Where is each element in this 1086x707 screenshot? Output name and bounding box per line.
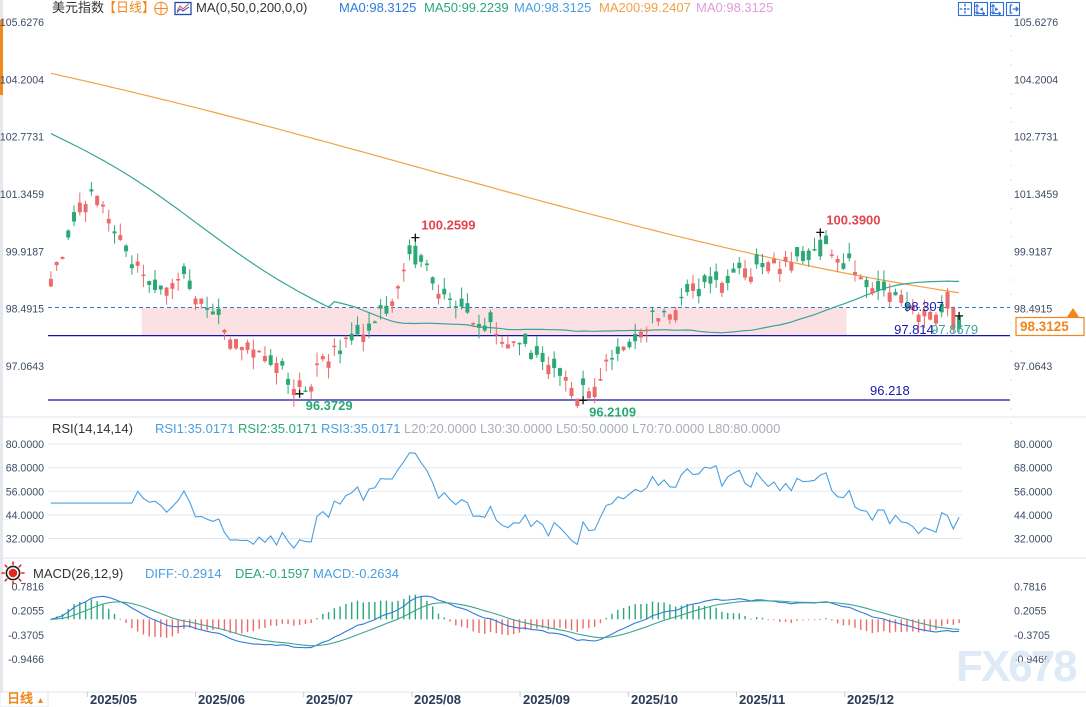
svg-text:102.7731: 102.7731 [0,132,44,144]
svg-text:L30:30.0000: L30:30.0000 [480,421,552,436]
svg-text:97.814: 97.814 [894,322,934,337]
svg-text:98.4915: 98.4915 [1014,304,1052,316]
svg-text:MACD:-0.2634: MACD:-0.2634 [313,566,399,581]
svg-text:DEA:-0.1597: DEA:-0.1597 [235,566,309,581]
svg-text:100.2599: 100.2599 [421,218,475,233]
svg-text:2025/09: 2025/09 [523,692,570,707]
svg-text:97.8679: 97.8679 [931,322,978,337]
svg-text:96.3729: 96.3729 [306,398,353,413]
svg-text:2025/07: 2025/07 [306,692,353,707]
svg-text:RSI2:35.0171: RSI2:35.0171 [238,421,318,436]
svg-text:-0.9466: -0.9466 [8,654,44,666]
svg-text:56.0000: 56.0000 [1014,486,1052,498]
svg-text:L80:80.0000: L80:80.0000 [708,421,780,436]
svg-text:FX678: FX678 [956,642,1077,691]
svg-text:56.0000: 56.0000 [6,486,44,498]
svg-text:68.0000: 68.0000 [1014,463,1052,475]
svg-text:0.7816: 0.7816 [1014,582,1047,594]
svg-text:104.2004: 104.2004 [0,74,44,86]
svg-text:L50:50.0000: L50:50.0000 [556,421,628,436]
svg-text:MA50:99.2239: MA50:99.2239 [424,0,509,15]
svg-text:101.3459: 101.3459 [1014,189,1058,201]
svg-text:【日线】: 【日线】 [103,0,155,15]
svg-text:0.7816: 0.7816 [12,582,45,594]
svg-text:MA0:98.3125: MA0:98.3125 [696,0,773,15]
svg-text:RSI(14,14,14): RSI(14,14,14) [52,421,133,436]
svg-text:99.9187: 99.9187 [6,246,44,258]
svg-text:2025/10: 2025/10 [631,692,678,707]
svg-text:MA(0,50,0,200,0,0): MA(0,50,0,200,0,0) [196,0,307,15]
svg-text:32.0000: 32.0000 [6,534,44,546]
svg-text:L70:70.0000: L70:70.0000 [632,421,704,436]
svg-text:-0.3705: -0.3705 [8,630,44,642]
svg-text:102.7731: 102.7731 [1014,132,1058,144]
svg-text:0.2055: 0.2055 [1014,606,1047,618]
svg-text:97.0643: 97.0643 [6,361,44,373]
svg-text:96.2109: 96.2109 [589,404,636,419]
svg-text:80.0000: 80.0000 [6,439,44,451]
svg-text:美元指数: 美元指数 [52,0,104,15]
svg-text:98.307: 98.307 [904,299,944,314]
svg-text:68.0000: 68.0000 [6,463,44,475]
svg-text:0.2055: 0.2055 [12,606,45,618]
svg-text:2025/11: 2025/11 [739,692,785,707]
svg-text:98.3125: 98.3125 [1020,319,1069,334]
svg-text:MACD(26,12,9): MACD(26,12,9) [33,566,123,581]
svg-text:99.9187: 99.9187 [1014,246,1052,258]
svg-text:RSI3:35.0171: RSI3:35.0171 [321,421,401,436]
svg-text:2025/06: 2025/06 [198,692,245,707]
svg-text:L20:20.0000: L20:20.0000 [404,421,476,436]
svg-text:97.0643: 97.0643 [1014,361,1052,373]
svg-text:100.3900: 100.3900 [826,212,880,227]
svg-text:2025/05: 2025/05 [90,692,137,707]
svg-text:MA0:98.3125: MA0:98.3125 [339,0,416,15]
svg-text:2025/12: 2025/12 [847,692,894,707]
svg-text:44.0000: 44.0000 [6,510,44,522]
svg-text:2025/08: 2025/08 [414,692,461,707]
svg-text:101.3459: 101.3459 [0,189,44,201]
svg-text:44.0000: 44.0000 [1014,510,1052,522]
svg-text:32.0000: 32.0000 [1014,534,1052,546]
svg-text:MA0:98.3125: MA0:98.3125 [514,0,591,15]
svg-text:80.0000: 80.0000 [1014,439,1052,451]
svg-text:105.6276: 105.6276 [0,17,44,29]
svg-text:98.4915: 98.4915 [6,304,44,316]
svg-text:-0.3705: -0.3705 [1014,630,1050,642]
svg-text:日线: 日线 [7,691,33,706]
svg-text:96.218: 96.218 [870,383,910,398]
svg-text:105.6276: 105.6276 [1014,17,1058,29]
svg-text:MA200:99.2407: MA200:99.2407 [599,0,691,15]
svg-text:RSI1:35.0171: RSI1:35.0171 [155,421,235,436]
svg-text:DIFF:-0.2914: DIFF:-0.2914 [145,566,222,581]
svg-text:104.2004: 104.2004 [1014,74,1058,86]
